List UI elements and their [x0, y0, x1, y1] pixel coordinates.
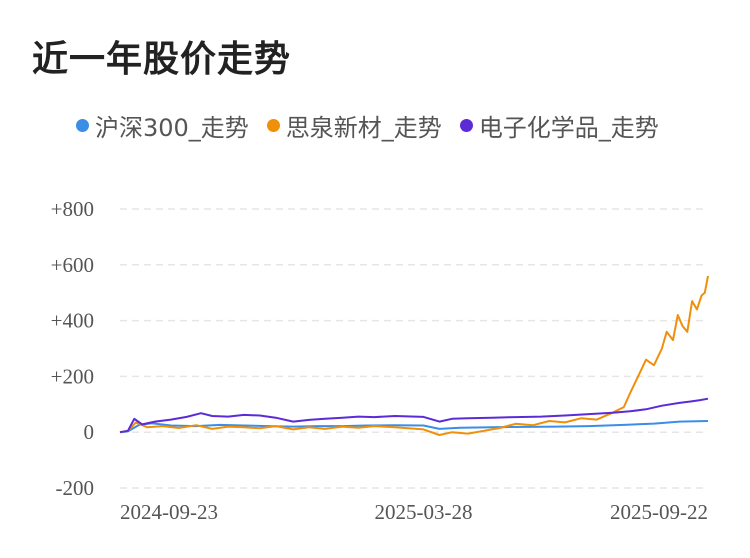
x-tick-label: 2025-09-22: [610, 500, 708, 524]
legend-label: 电子化学品_走势: [478, 114, 659, 142]
chart-legend: 沪深300_走势 思泉新材_走势 电子化学品_走势: [76, 108, 677, 143]
series-line-2: [119, 397, 709, 434]
series-lines: [119, 275, 709, 436]
legend-dot-icon: [266, 119, 280, 132]
x-axis-ticks: 2024-09-23 2025-03-28 2025-09-22: [120, 500, 708, 524]
legend-dot-icon: [459, 119, 473, 132]
x-tick-label: 2024-09-23: [120, 500, 218, 524]
y-axis-ticks: +800 +600 +400 +200 0 -200: [51, 197, 94, 500]
legend-label: 沪深300_走势: [95, 114, 249, 142]
y-tick-label: 0: [84, 420, 95, 444]
series-line-0: [119, 420, 709, 434]
y-tick-label: +200: [51, 364, 94, 388]
y-tick-label: +800: [51, 197, 94, 221]
y-tick-label: -200: [56, 476, 95, 500]
grid-lines: [120, 208, 708, 489]
legend-item-electronic-chem[interactable]: 电子化学品_走势: [459, 108, 659, 143]
legend-item-hs300[interactable]: 沪深300_走势: [76, 108, 249, 143]
y-tick-label: +600: [51, 253, 94, 277]
legend-label: 思泉新材_走势: [285, 114, 442, 142]
y-tick-label: +400: [51, 309, 94, 333]
legend-item-siquan[interactable]: 思泉新材_走势: [266, 108, 442, 143]
legend-dot-icon: [76, 119, 89, 132]
chart-title: 近一年股价走势: [32, 39, 292, 80]
series-line-1: [119, 275, 709, 436]
x-tick-label: 2025-03-28: [375, 500, 473, 524]
